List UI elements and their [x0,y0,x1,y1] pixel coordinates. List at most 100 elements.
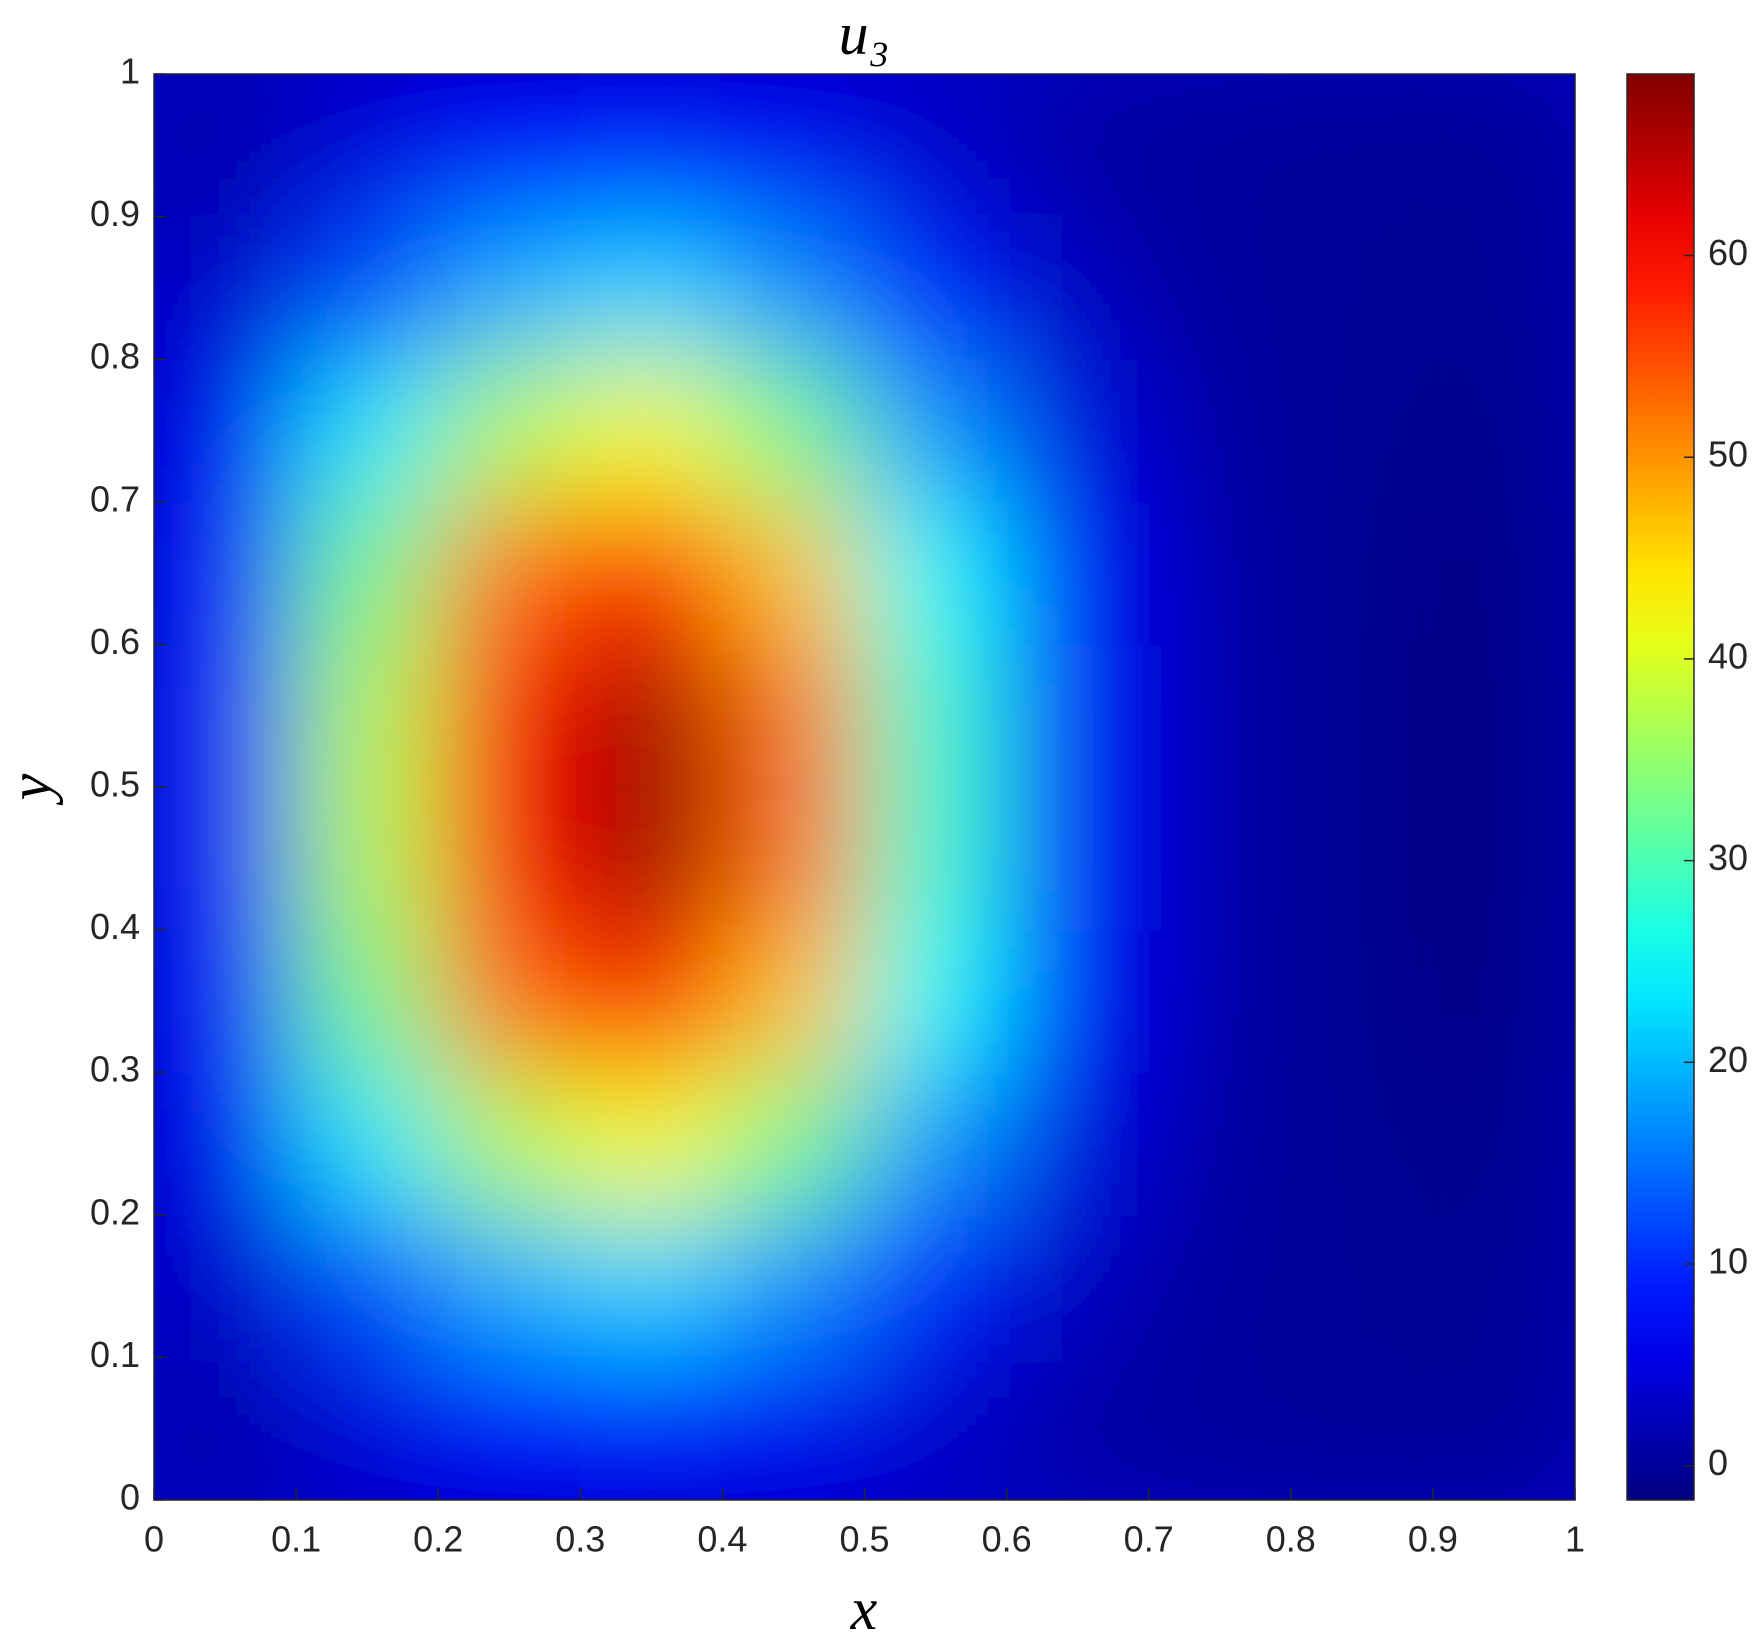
chart-title: u₃ [839,1,890,67]
x-tick-label: 0.6 [982,1519,1032,1560]
heatmap-cell [154,358,298,503]
heatmap-cell [1431,358,1575,503]
heatmap-cell [863,74,1008,218]
heatmap-cell [721,643,866,788]
heatmap-cell [295,215,440,361]
heatmap-cell [437,74,582,218]
heatmap-cell [1431,1356,1575,1500]
heatmap-cell [863,1356,1008,1500]
heatmap-cell [1147,928,1292,1074]
heatmap-cell [721,358,866,503]
heatmap-cell [1005,74,1150,218]
heatmap-cell [1147,643,1292,788]
heatmap-cell [579,1071,724,1216]
heatmap-cell [863,928,1008,1074]
heatmap-cell [437,928,582,1074]
heatmap-cell [1005,928,1150,1074]
heatmap-cell [1005,1213,1150,1359]
heatmap-cell [154,786,298,931]
heatmap-cell [1431,1071,1575,1216]
heatmap-cell [1431,928,1575,1074]
heatmap-cell [863,500,1008,646]
colorbar-tick-label: 30 [1708,837,1748,878]
heatmap-cell [437,786,582,931]
heatmap-cell [579,1213,724,1359]
heatmap-cell [579,358,724,503]
colorbar-tick-label: 10 [1708,1241,1748,1282]
heatmap-cell [863,215,1008,361]
heatmap-cell [437,1356,582,1500]
heatmap-cell [295,74,440,218]
heatmap-cell [437,500,582,646]
heatmap-cell [1289,1213,1434,1359]
heatmap-cell [1147,215,1292,361]
heatmap-cell [1147,358,1292,503]
colorbar [1626,73,1695,1501]
heatmap-cell [721,928,866,1074]
heatmap-cell [295,643,440,788]
heatmap-cell [863,786,1008,931]
y-axis-label: y [0,773,63,806]
heatmap-cell [863,358,1008,503]
heatmap-cell [154,1071,298,1216]
heatmap-cell [154,74,298,218]
heatmap-cell [1289,74,1434,218]
x-tick-label: 0.8 [1266,1519,1316,1560]
x-axis-label: x [850,1576,878,1642]
heatmap-cell [154,215,298,361]
heatmap-cells [154,74,1575,1500]
heatmap-cell [154,1356,298,1500]
x-tick-label: 0 [144,1519,164,1560]
heatmap-cell [1005,643,1150,788]
heatmap-cell [154,1213,298,1359]
heatmap-cell [1147,1071,1292,1216]
heatmap-cell [1289,786,1434,931]
heatmap-cell [1005,215,1150,361]
y-tick-label: 0 [120,1477,140,1518]
heatmap-cell [1005,500,1150,646]
heatmap-cell [1289,643,1434,788]
x-tick-label: 0.7 [1124,1519,1174,1560]
colorbar-tick-label: 60 [1708,232,1748,273]
heatmap-cell [579,215,724,361]
heatmap-cell [1289,500,1434,646]
y-tick-label: 0.9 [90,193,140,234]
heatmap-cell [579,643,724,788]
heatmap-cell [1431,643,1575,788]
heatmap-cell [437,358,582,503]
heatmap-cell [721,786,866,931]
heatmap-cell [1147,786,1292,931]
heatmap-cell [437,1213,582,1359]
heatmap-cell [1431,786,1575,931]
y-tick-label: 0.3 [90,1049,140,1090]
heatmap-cell [579,1356,724,1500]
heatmap-cell [1289,928,1434,1074]
heatmap-cell [295,358,440,503]
y-tick-label: 0.5 [90,764,140,805]
heatmap-cell [1147,1213,1292,1359]
heatmap-cell [863,643,1008,788]
heatmap-cell [295,500,440,646]
heatmap-cell [1005,1356,1150,1500]
heatmap-cell [437,215,582,361]
heatmap-cell [721,1356,866,1500]
heatmap-cell [721,1213,866,1359]
heatmap-cell [721,500,866,646]
y-tick-label: 0.2 [90,1191,140,1232]
heatmap-cell [863,1213,1008,1359]
heatmap-cell [721,215,866,361]
colorbar-tick-label: 0 [1708,1442,1728,1483]
x-tick-label: 0.4 [697,1519,747,1560]
y-tick-label: 0.4 [90,906,140,947]
x-tick-label: 0.9 [1408,1519,1458,1560]
y-tick-label: 0.1 [90,1334,140,1375]
x-tick-label: 0.5 [839,1519,889,1560]
heatmap-cell [1431,500,1575,646]
y-tick-label: 0.8 [90,336,140,377]
heatmap-cell [721,1071,866,1216]
heatmap-cell [579,786,724,931]
colorbar-tick-label: 50 [1708,434,1748,475]
heatmap-cell [1005,1071,1150,1216]
heatmap-cell [1431,215,1575,361]
heatmap-cell [1147,74,1292,218]
